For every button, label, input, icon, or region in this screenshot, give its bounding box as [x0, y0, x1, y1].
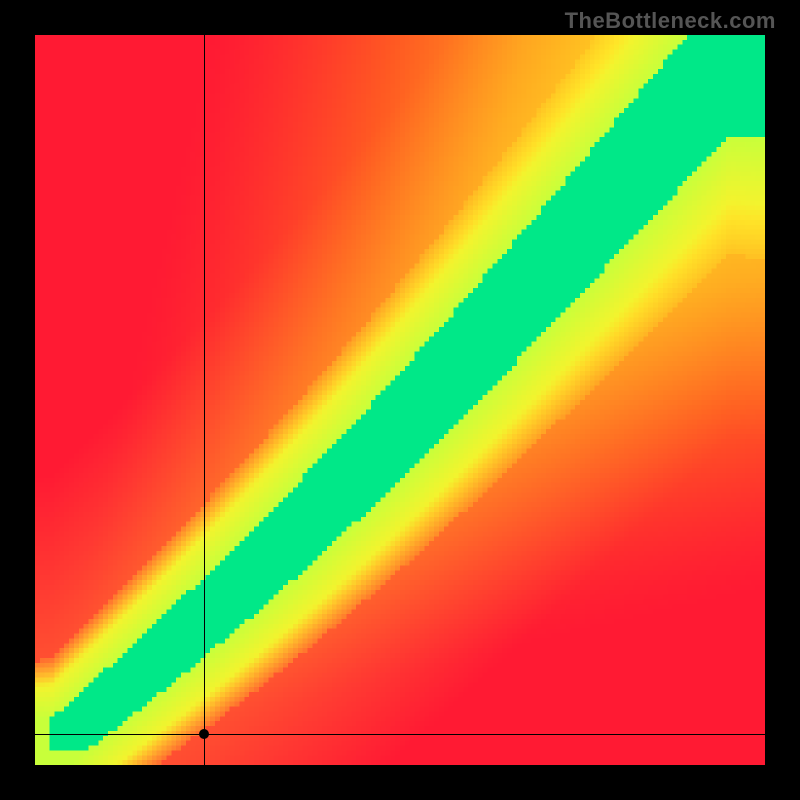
crosshair-horizontal	[35, 734, 765, 735]
crosshair-vertical	[204, 35, 205, 765]
chart-container: TheBottleneck.com	[0, 0, 800, 800]
data-point-marker	[199, 729, 209, 739]
heatmap-canvas	[35, 35, 765, 765]
watermark-text: TheBottleneck.com	[565, 8, 776, 34]
